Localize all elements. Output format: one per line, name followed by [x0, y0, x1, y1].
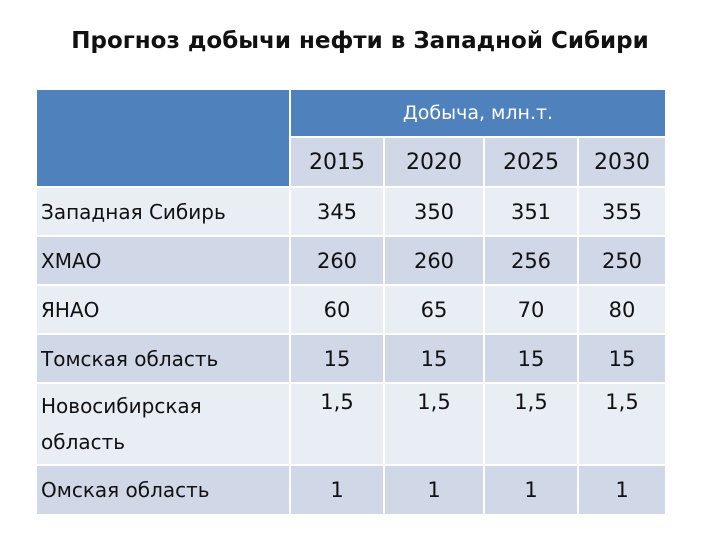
- table-cell: 260: [290, 236, 385, 286]
- year-header: 2015: [290, 137, 385, 188]
- table-cell: 256: [484, 236, 579, 286]
- table-cell: 15: [290, 334, 385, 384]
- slide-title: Прогноз добычи нефти в Западной Сибири: [71, 28, 649, 54]
- table-cell: 351: [484, 187, 579, 237]
- table-cell: 15: [484, 334, 579, 384]
- year-header-row: 2015 2020 2025 2030: [37, 137, 667, 188]
- table-row: Томская область 15 15 15 15: [37, 334, 667, 384]
- table-cell: 260: [384, 236, 485, 286]
- table-cell: 60: [290, 285, 385, 335]
- row-label: Новосибирская область: [37, 383, 291, 466]
- table-cell: 350: [384, 187, 485, 237]
- table-cell: 80: [578, 285, 667, 335]
- table-cell: 15: [578, 334, 667, 384]
- row-label: ЯНАО: [37, 285, 291, 335]
- row-label: Западная Сибирь: [37, 187, 291, 237]
- table-cell: 70: [484, 285, 579, 335]
- table-row: ЯНАО 60 65 70 80: [37, 285, 667, 335]
- table-row: ХМАО 260 260 256 250: [37, 236, 667, 286]
- table-row: Омская область 1 1 1 1: [37, 465, 667, 516]
- table-cell: 65: [384, 285, 485, 335]
- year-header: 2030: [578, 137, 667, 188]
- table-cell: 1,5: [290, 383, 385, 466]
- table-cell: 1: [384, 465, 485, 516]
- table-cell: 1: [484, 465, 579, 516]
- table-row: Новосибирская область 1,5 1,5 1,5 1,5: [37, 383, 667, 466]
- oil-production-table: Добыча, млн.т. 2015 2020 2025 2030 Запад…: [37, 90, 667, 516]
- row-label: Омская область: [37, 465, 291, 516]
- table-cell: 1: [290, 465, 385, 516]
- year-header: 2020: [384, 137, 485, 188]
- table-cell: 355: [578, 187, 667, 237]
- row-label: ХМАО: [37, 236, 291, 286]
- table-cell: 250: [578, 236, 667, 286]
- group-header: Добыча, млн.т.: [290, 90, 667, 138]
- row-label: Томская область: [37, 334, 291, 384]
- table-cell: 1,5: [484, 383, 579, 466]
- table-row: Западная Сибирь 345 350 351 355: [37, 187, 667, 237]
- table-corner-cell: [37, 90, 291, 188]
- table-cell: 15: [384, 334, 485, 384]
- table-cell: 1,5: [384, 383, 485, 466]
- table-cell: 1,5: [578, 383, 667, 466]
- year-header: 2025: [484, 137, 579, 188]
- table-cell: 345: [290, 187, 385, 237]
- table-cell: 1: [578, 465, 667, 516]
